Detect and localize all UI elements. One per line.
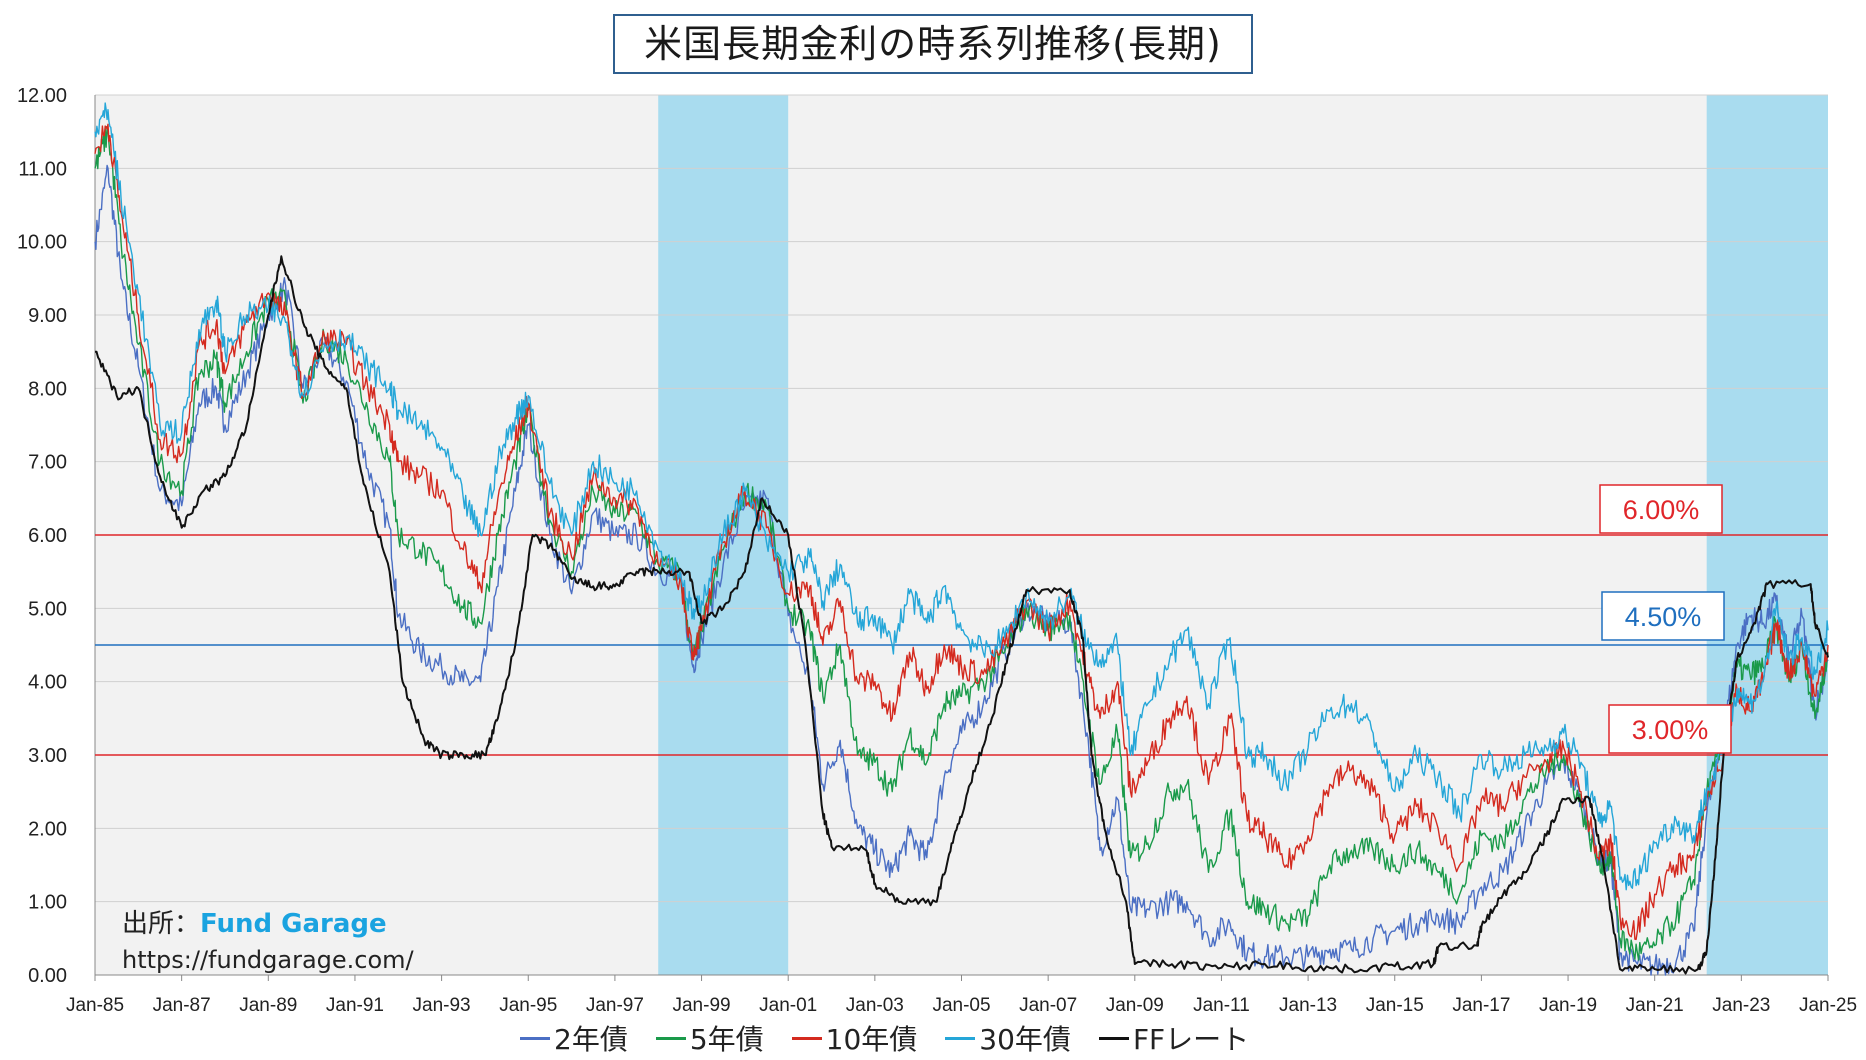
y-tick-label: 0.00 [28,965,67,987]
y-tick-label: 3.00 [28,745,67,767]
y-tick-label: 10.00 [17,232,67,254]
legend-item: 5年債 [655,1018,764,1058]
legend-label: 30年債 [979,1023,1071,1056]
x-tick-label: Jan-05 [932,995,990,1016]
x-tick-label: Jan-93 [413,995,471,1016]
y-tick-label: 9.00 [28,305,67,327]
y-tick-label: 12.00 [17,85,67,107]
reference-label-box [1599,484,1723,534]
series-line-4 [95,255,1829,975]
chart-title-box: 米国長期金利の時系列推移(長期) [613,14,1253,74]
y-tick-label: 6.00 [28,525,67,547]
series-line-3 [94,102,1829,891]
x-tick-label: Jan-85 [66,995,124,1016]
legend: 2年債 5年債 10年債 30年債 FFレート [520,1018,1249,1058]
y-tick-label: 1.00 [28,892,67,914]
reference-label-box [1601,591,1725,641]
y-tick-label: 5.00 [28,598,67,620]
x-tick-label: Jan-23 [1712,995,1770,1016]
series-line-0 [94,164,1829,976]
y-tick-label: 4.00 [28,672,67,694]
legend-swatch [791,1036,822,1040]
x-tick-label: Jan-25 [1799,995,1857,1016]
legend-swatch [945,1036,976,1040]
legend-swatch [655,1036,686,1040]
legend-label: 10年債 [825,1023,918,1056]
x-tick-label: Jan-89 [239,995,297,1016]
series-lines [94,102,1829,976]
x-tick-label: Jan-17 [1452,995,1510,1016]
legend-item: 2年債 [520,1018,628,1058]
y-tick-label: 7.00 [28,452,67,474]
reference-labels: 6.00% 4.50% 3.00% [1599,484,1732,754]
legend-item: 30年債 [945,1018,1071,1058]
reference-label: 3.00% [1632,715,1709,745]
x-tick-label: Jan-99 [672,995,730,1016]
legend-label: 2年債 [554,1023,628,1056]
x-tick-label: Jan-03 [846,995,904,1016]
x-tick-label: Jan-87 [153,995,211,1016]
x-tick-label: Jan-09 [1106,995,1164,1016]
legend-swatch [1098,1036,1129,1040]
x-tick-label: Jan-19 [1539,995,1597,1016]
x-tick-label: Jan-11 [1193,995,1250,1016]
x-tick-label: Jan-95 [499,995,557,1016]
x-tick-label: Jan-15 [1366,995,1424,1016]
source-label: 出所： [122,909,201,939]
x-tick-label: Jan-97 [586,995,644,1016]
x-tick-label: Jan-13 [1279,995,1337,1016]
reference-label: 6.00% [1623,495,1700,525]
x-tick-labels: Jan-85 Jan-87 Jan-89 Jan-91 Jan-93 Jan-95 Jan-… [66,975,1857,1016]
source-url: https://fundgarage.com/ [122,946,414,974]
x-tick-label: Jan-07 [1019,995,1077,1016]
x-tick-label: Jan-91 [326,995,384,1016]
source-credit: 出所：Fund Garage [122,903,387,940]
reference-label-box [1608,704,1732,754]
source-name: Fund Garage [200,909,387,939]
y-tick-label: 8.00 [28,378,67,400]
legend-label: 5年債 [689,1023,764,1056]
reference-lines [95,534,1828,756]
legend-swatch [520,1036,550,1040]
legend-label: FFレート [1132,1023,1250,1056]
x-tick-label: Jan-01 [759,995,817,1016]
y-tick-labels: 0.00 1.00 2.00 3.00 4.00 5.00 6.00 7.00 8.00 9.00… [17,85,67,987]
y-tick-label: 2.00 [28,818,67,840]
legend-item: 10年債 [791,1018,918,1058]
legend-item: FFレート [1098,1018,1250,1058]
chart-title: 米国長期金利の時系列推移(長期) [644,22,1222,66]
y-tick-label: 11.00 [18,158,67,180]
reference-label: 4.50% [1625,602,1702,632]
x-tick-label: Jan-21 [1626,995,1684,1016]
series-line-1 [94,125,1829,961]
